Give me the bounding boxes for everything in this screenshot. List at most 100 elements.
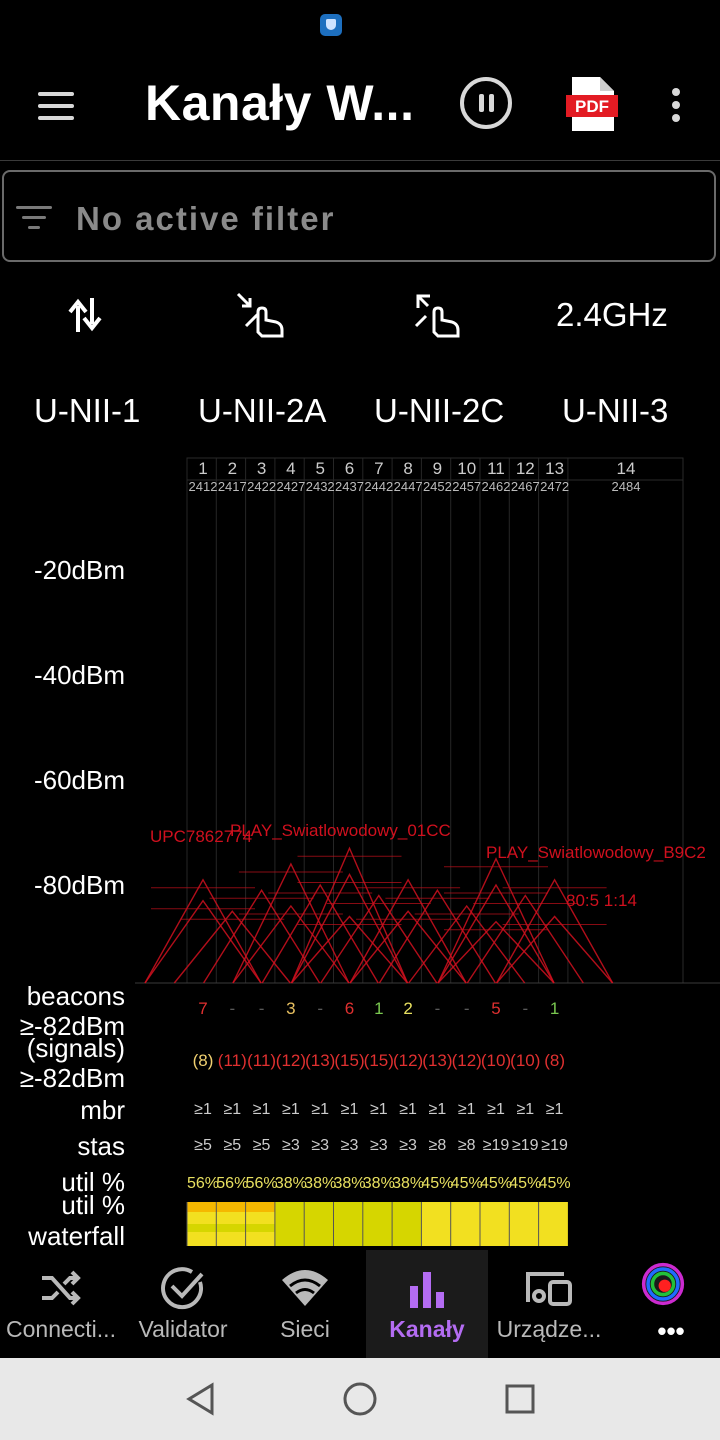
stas-value: ≥19 [483,1137,510,1154]
signal-curve [173,910,291,984]
beacon-count: 3 [286,999,295,1018]
pinch-zoom-out-icon[interactable] [412,292,462,338]
channel-number: 13 [545,459,564,478]
band-unii-3[interactable]: U-NII-3 [562,392,669,429]
signal-curve [349,910,467,984]
mbr-value: ≥1 [546,1101,564,1118]
signal-curve [320,894,438,984]
nav-item-validator[interactable]: Validator [122,1250,244,1358]
signal-curve [144,899,262,984]
signal-count: (8) [544,1051,565,1070]
stas-value: ≥8 [429,1137,447,1154]
beacon-count: - [522,999,528,1018]
band-unii-2c[interactable]: U-NII-2C [374,392,505,429]
signal-curve [437,920,555,984]
signal-curve [496,915,614,984]
stats-row-label: ≥-82dBm [20,1011,125,1041]
stas-value: ≥3 [370,1137,388,1154]
channel-number: 1 [198,459,207,478]
home-circle-icon[interactable] [342,1381,378,1417]
channel-number: 8 [403,459,412,478]
nav-item-more[interactable]: ••• [610,1250,720,1358]
channel-frequency: 2432 [306,479,335,494]
stats-row-label: util % [61,1167,125,1197]
nav-item-channels[interactable]: Kanały [366,1250,488,1358]
util-value: 38% [304,1175,336,1192]
signal-curve [466,894,584,984]
stas-value: ≥19 [512,1137,539,1154]
waterfall-cell [245,1224,275,1232]
beacon-count: - [464,999,470,1018]
pinch-zoom-in-icon[interactable] [236,292,286,338]
mbr-value: ≥1 [516,1101,534,1118]
band-unii-2a[interactable]: U-NII-2A [198,392,327,429]
signal-count: (11) [218,1051,247,1070]
channel-frequency: 2484 [612,479,641,494]
signal-curve [408,904,526,984]
recents-square-icon[interactable] [504,1383,536,1415]
filter-placeholder: No active filter [76,200,336,237]
channel-frequency: 2427 [276,479,305,494]
channel-number: 2 [228,459,237,478]
waterfall-cell [450,1202,480,1246]
mbr-value: ≥1 [370,1101,388,1118]
nav-label: ••• [657,1316,685,1346]
util-value: 45% [539,1175,571,1192]
channel-number: 7 [374,459,383,478]
stas-value: ≥3 [282,1137,300,1154]
waterfall-cell [480,1202,510,1246]
signal-count: (11) [247,1051,276,1070]
stas-value: ≥3 [399,1137,417,1154]
waterfall-cell [538,1202,568,1246]
shuffle-icon [42,1270,81,1306]
stats-row-label: ≥-82dBm [20,1063,125,1093]
pause-circle-icon[interactable] [460,77,512,129]
swap-vertical-icon[interactable] [60,292,110,338]
system-navigation-bar [0,1358,720,1440]
more-vert-icon[interactable] [668,86,684,126]
util-value: 56% [246,1175,278,1192]
channel-number: 6 [345,459,354,478]
mbr-value: ≥1 [311,1101,329,1118]
nav-item-connection[interactable]: Connecti... [0,1250,122,1358]
dbm-axis-label: -20dBm [34,555,125,585]
mbr-value: ≥1 [341,1101,359,1118]
stas-value: ≥5 [223,1137,241,1154]
mbr-value: ≥1 [487,1101,505,1118]
signal-curve [437,857,555,984]
channel-spectrum-chart: 1241222417324224242752432624377244282447… [20,457,720,1250]
util-value: 38% [333,1175,365,1192]
waterfall-cell [333,1202,363,1246]
signal-count: (10) [510,1051,540,1070]
waterfall-cell [421,1202,451,1246]
nav-item-networks[interactable]: Sieci [244,1250,366,1358]
stats-row-label: (signals) [27,1033,125,1063]
util-value: 56% [216,1175,248,1192]
signal-curve [349,878,467,984]
stas-value: ≥19 [541,1137,568,1154]
ssid-label: UPC7862774 [150,827,252,846]
toolbar-divider [0,160,720,161]
channel-frequency: 2417 [218,479,247,494]
mbr-value: ≥1 [223,1101,241,1118]
channel-frequency: 2442 [364,479,393,494]
signal-count: (15) [364,1051,394,1070]
band-selector[interactable]: 2.4GHz [556,296,668,333]
signal-curve [232,862,350,984]
stas-value: ≥5 [253,1137,271,1154]
filter-input[interactable]: No active filter [2,170,716,262]
waterfall-cell [362,1202,393,1246]
pdf-export-button[interactable]: PDF [566,75,618,133]
vpn-shield-icon [320,14,342,36]
back-triangle-icon[interactable] [184,1382,218,1416]
ssid-label: PLAY_Swiatlowodowy_B9C2 [486,843,706,862]
signal-curve [290,873,409,984]
channel-number: 14 [617,459,636,478]
band-unii-1[interactable]: U-NII-1 [34,392,141,429]
util-value: 45% [509,1175,541,1192]
nav-item-devices[interactable]: Urządze... [488,1250,610,1358]
hamburger-menu-icon[interactable] [30,84,82,128]
signal-curve [232,904,350,984]
stas-value: ≥3 [311,1137,329,1154]
beacon-count: - [317,999,323,1018]
